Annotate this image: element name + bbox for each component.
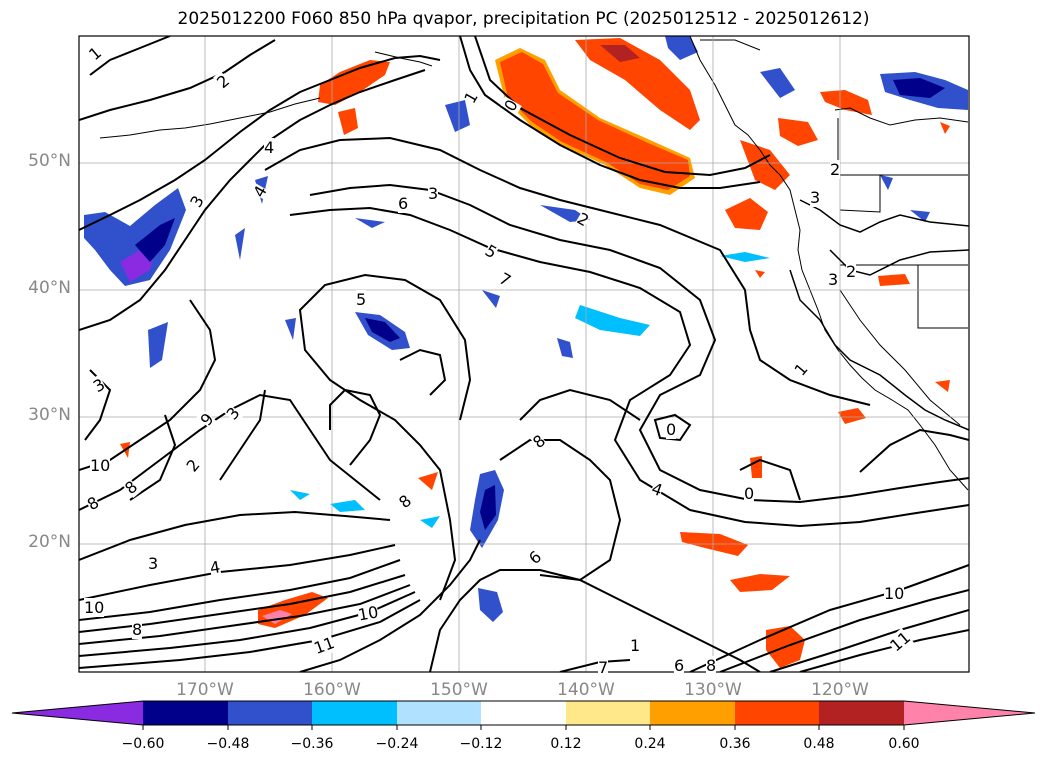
- lon-label-150w: 150°W: [430, 680, 488, 700]
- coastlines: [99, 36, 969, 491]
- colorbar-segment: [735, 701, 819, 725]
- colorbar-segment: [312, 701, 397, 725]
- qvapor-contours: [79, 36, 969, 672]
- colorbar-segment: [819, 701, 904, 725]
- lat-label-50n: 50°N: [28, 151, 71, 171]
- colorbar-segment: [650, 701, 735, 725]
- inland-contours: [789, 199, 969, 431]
- colorbar-segment: [397, 701, 481, 725]
- colorbar-tick-label: −0.36: [290, 736, 334, 752]
- colorbar-tick-label: 0.12: [550, 736, 582, 752]
- lat-label-40n: 40°N: [28, 278, 71, 298]
- colorbar-tick-label: 0.24: [634, 736, 666, 752]
- plot-frame: [78, 35, 970, 673]
- colorbar-segment: [143, 701, 228, 725]
- colorbar-tick-label: −0.24: [375, 736, 419, 752]
- map-title: 2025012200 F060 850 hPa qvapor, precipit…: [177, 9, 870, 29]
- colorbar-tick-label: 0.36: [719, 736, 751, 752]
- lon-label-120w: 120°W: [811, 680, 869, 700]
- colorbar-tick-label: 0.60: [888, 736, 920, 752]
- lon-label-170w: 170°W: [176, 680, 234, 700]
- colorbar-tick-label: 0.48: [803, 736, 835, 752]
- lon-label-160w: 160°W: [303, 680, 361, 700]
- colorbar: [11, 700, 1036, 730]
- colorbar-segment: [481, 701, 566, 725]
- lat-label-30n: 30°N: [28, 405, 71, 425]
- colorbar-low-extension: [12, 701, 143, 725]
- lon-label-130w: 130°W: [684, 680, 742, 700]
- colorbar-segment: [566, 701, 650, 725]
- colorbar-tick-label: −0.60: [121, 736, 165, 752]
- lon-label-140w: 140°W: [557, 680, 615, 700]
- colorbar-tick-label: −0.12: [459, 736, 503, 752]
- precip-negative-areas: [84, 36, 968, 622]
- lat-label-20n: 20°N: [28, 532, 71, 552]
- gridlines: [79, 36, 969, 672]
- colorbar-tick-label: −0.48: [206, 736, 250, 752]
- colorbar-high-extension: [904, 701, 1035, 725]
- colorbar-segment: [228, 701, 312, 725]
- precip-positive-areas: [120, 38, 950, 668]
